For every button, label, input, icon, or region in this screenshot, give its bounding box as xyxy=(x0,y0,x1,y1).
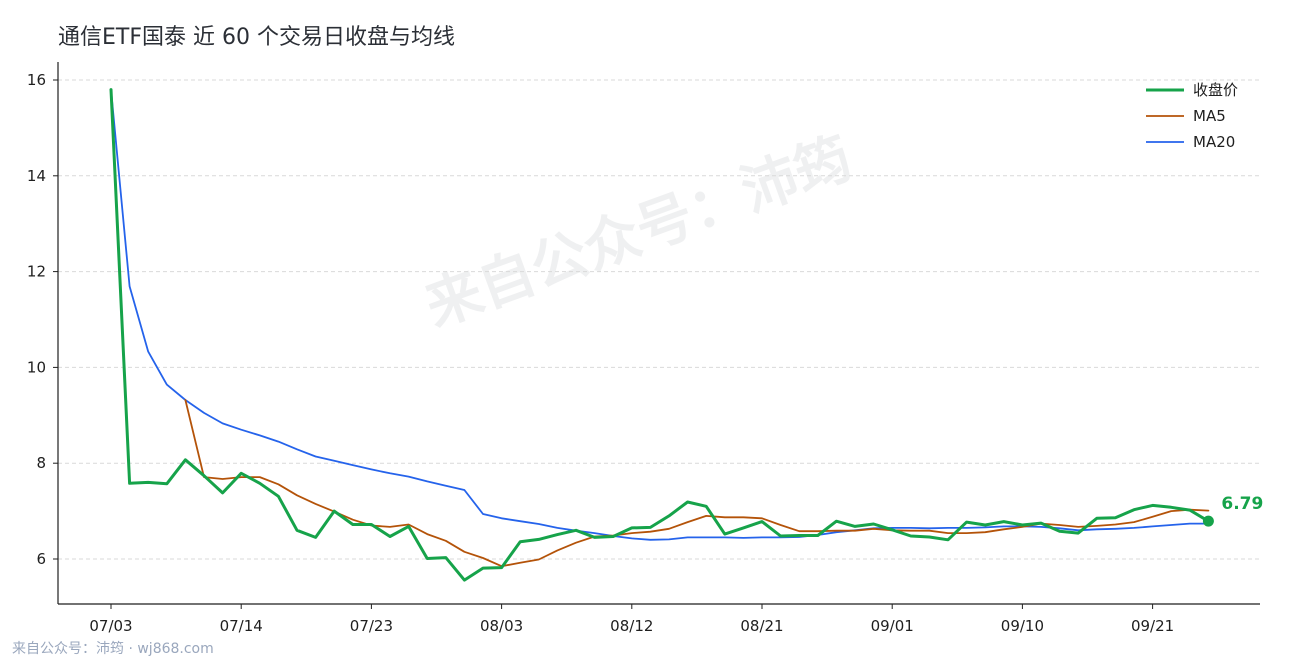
y-tick-label: 10 xyxy=(27,358,46,376)
x-tick-label: 07/03 xyxy=(89,617,132,635)
x-tick-label: 09/01 xyxy=(871,617,914,635)
legend-label: MA5 xyxy=(1193,107,1226,125)
series-line-ma5 xyxy=(184,399,1210,568)
legend-label: 收盘价 xyxy=(1193,81,1238,99)
x-tick-label: 08/21 xyxy=(740,617,783,635)
y-tick-label: 12 xyxy=(27,263,46,281)
x-tick-label: 08/03 xyxy=(480,617,523,635)
x-tick-label: 08/12 xyxy=(610,617,653,635)
last-close-point xyxy=(1202,515,1214,527)
y-tick-label: 8 xyxy=(36,454,46,472)
legend-label: MA20 xyxy=(1193,133,1235,151)
series-line-ma20 xyxy=(110,88,1210,541)
y-tick-label: 14 xyxy=(27,167,46,185)
series-line-close xyxy=(109,88,1210,582)
chart-title: 通信ETF国泰 近 60 个交易日收盘与均线 xyxy=(58,25,455,50)
y-tick-label: 16 xyxy=(27,71,46,89)
x-tick-label: 07/14 xyxy=(220,617,263,635)
x-tick-label: 09/21 xyxy=(1131,617,1174,635)
watermark: 来自公众号：沛筠 xyxy=(417,125,860,339)
x-tick-label: 07/23 xyxy=(350,617,393,635)
last-close-label: 6.79 xyxy=(1221,494,1263,514)
x-tick-label: 09/10 xyxy=(1001,617,1044,635)
footer-credit: 来自公众号：沛筠 · wj868.com xyxy=(12,641,214,657)
y-tick-label: 6 xyxy=(36,550,46,568)
